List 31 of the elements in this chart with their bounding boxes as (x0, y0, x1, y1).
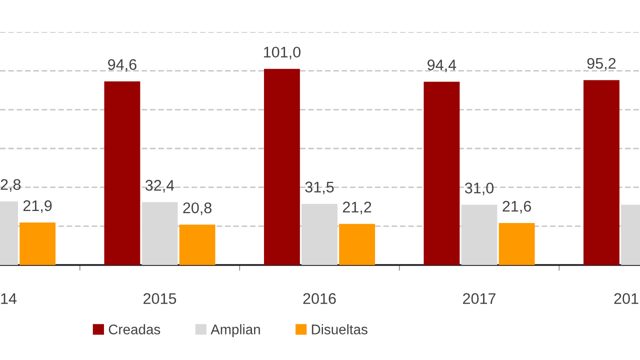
x-tick-label: 2015 (144, 293, 176, 304)
data-label: 21,9 (23, 200, 52, 213)
bar (424, 82, 460, 265)
x-tick-label: 201 (614, 293, 638, 304)
bar (104, 81, 140, 265)
x-tick-label: 2016 (303, 293, 336, 304)
bar (20, 222, 56, 265)
bar (498, 223, 535, 265)
bar (179, 224, 216, 265)
data-label: 32,4 (145, 180, 174, 193)
legend-label: Creadas (108, 324, 160, 334)
data-label: 21,6 (502, 200, 531, 214)
legend-label: Amplian (210, 324, 260, 338)
data-label: 31,0 (464, 182, 494, 196)
annotation: 2,8 (0, 179, 21, 192)
data-label: 21,2 (342, 202, 372, 214)
data-label: 94,4 (428, 60, 456, 72)
bar (302, 204, 338, 265)
bar (461, 204, 498, 265)
bar (264, 68, 300, 265)
bar (142, 202, 178, 265)
bar (583, 80, 620, 265)
data-label: 94,6 (108, 59, 136, 72)
x-tick-label: 14 (1, 293, 17, 304)
legend-label: Disueltas (312, 324, 368, 334)
data-label: 20,8 (183, 202, 212, 216)
bar (339, 224, 376, 265)
data-label: 31,5 (305, 182, 334, 194)
x-tick-label: 2017 (463, 293, 496, 304)
data-label: 95,2 (587, 58, 616, 71)
data-label: 101,0 (264, 46, 300, 60)
